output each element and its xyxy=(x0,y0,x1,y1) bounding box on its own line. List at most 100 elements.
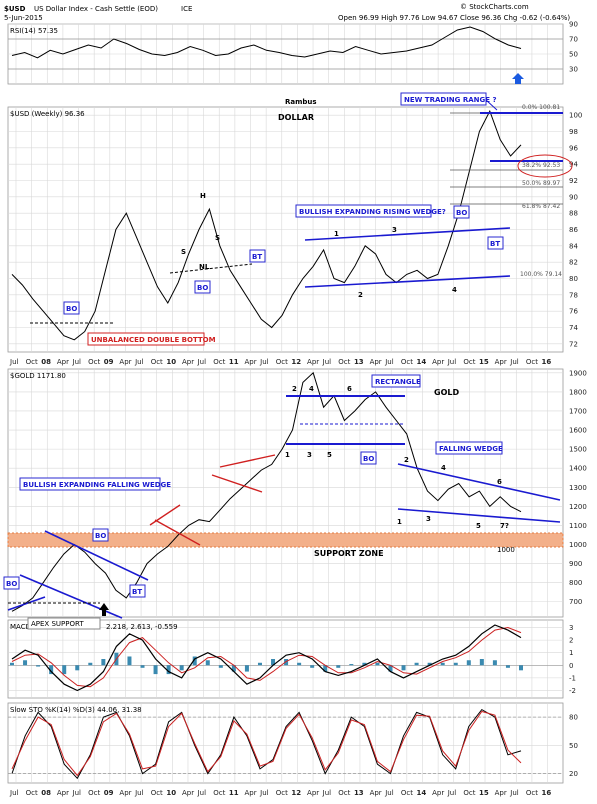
macd-hist-bar xyxy=(479,659,484,666)
macd-hist-bar xyxy=(271,659,276,666)
y-tick-label: 78 xyxy=(569,291,578,299)
hs-head: H xyxy=(200,192,206,200)
x-tick-label: Oct xyxy=(88,358,100,366)
x-tick-label: 09 xyxy=(104,789,114,797)
macd-hist-bar xyxy=(349,664,354,666)
macd-hist-bar xyxy=(140,665,145,668)
fw-point-6: 6 xyxy=(497,478,502,486)
gold-title: $GOLD 1171.80 xyxy=(10,372,66,380)
y-tick-label: 1200 xyxy=(569,503,587,511)
sto-panel xyxy=(7,702,564,784)
dollar-wedge-top xyxy=(304,227,511,241)
y-tick-label: 80 xyxy=(569,275,578,283)
x-tick-label: Apr xyxy=(57,358,69,366)
y-tick-label: 94 xyxy=(569,161,578,169)
x-tick-label: 16 xyxy=(542,789,552,797)
y-tick-label: 92 xyxy=(569,177,578,185)
fw-point-4: 4 xyxy=(441,464,446,472)
rsi-up-arrow-icon xyxy=(512,73,524,84)
x-tick-label: Oct xyxy=(213,358,225,366)
falling-wedge-box xyxy=(435,441,503,455)
macd-hist-bar xyxy=(10,662,14,666)
hs-bt-label: BT xyxy=(252,253,262,261)
x-tick-label: Apr xyxy=(495,789,507,797)
x-tick-label: Jul xyxy=(72,789,82,797)
usd-price-line xyxy=(11,109,522,341)
y-tick-label: 3 xyxy=(569,624,573,632)
y-tick-label: 50 xyxy=(569,51,578,59)
x-tick-label: Apr xyxy=(432,789,444,797)
y-tick-label: 0 xyxy=(569,662,573,670)
x-tick-label: 11 xyxy=(229,358,239,366)
macd-hist-bar xyxy=(231,665,236,672)
x-tick-label: Apr xyxy=(182,358,194,366)
macd-hist-bar xyxy=(192,656,197,666)
dollar-point-3: 3 xyxy=(392,226,397,234)
x-tick-label: Oct xyxy=(526,358,538,366)
x-tick-label: Apr xyxy=(307,358,319,366)
x-tick-label: Oct xyxy=(88,789,100,797)
x-tick-label: Apr xyxy=(370,358,382,366)
y-tick-label: 1 xyxy=(569,649,573,657)
x-tick-label: 14 xyxy=(416,358,426,366)
x-tick-label: Jul xyxy=(322,358,332,366)
thousand-label: 1000 xyxy=(497,546,515,554)
fw-point-3: 3 xyxy=(426,515,431,523)
rectangle-box xyxy=(371,374,421,388)
macd-hist-bar xyxy=(453,662,458,666)
grid-lines xyxy=(8,23,563,783)
y-tick-label: 90 xyxy=(569,193,578,201)
macd-hist-bar xyxy=(75,665,80,671)
macd-title: MACD xyxy=(10,623,31,631)
fw-point-5: 5 xyxy=(476,522,481,530)
falling-wedge-bottom xyxy=(397,508,561,523)
x-tick-label: Oct xyxy=(338,789,350,797)
gold-bo-mid-label: BO xyxy=(95,532,106,540)
x-tick-label: Jul xyxy=(509,358,519,366)
macd-hist-bar xyxy=(440,662,445,666)
x-tick-label: 13 xyxy=(354,358,364,366)
rsi-line xyxy=(11,26,522,59)
macd-hist-bar xyxy=(401,665,406,671)
macd-hist-bar xyxy=(153,665,158,675)
rectangle-label: RECTANGLE xyxy=(375,378,421,386)
y-tick-label: 82 xyxy=(569,259,578,267)
y-tick-label: 76 xyxy=(569,308,578,316)
y-tick-label: 1800 xyxy=(569,388,587,396)
y-tick-label: -2 xyxy=(569,687,576,695)
rect-point-3: 3 xyxy=(307,451,312,459)
y-tick-label: 1000 xyxy=(569,541,587,549)
y-tick-label: 86 xyxy=(569,226,578,234)
x-tick-label: Oct xyxy=(151,358,163,366)
exchange: ICE xyxy=(181,5,192,13)
macd-hist-bar xyxy=(323,665,328,672)
x-tick-label: Oct xyxy=(338,358,350,366)
apex-up-arrow-icon xyxy=(99,603,109,616)
y-tick-label: 84 xyxy=(569,242,578,250)
y-tick-label: 88 xyxy=(569,210,578,218)
quote-line: Open 96.99 High 97.76 Low 94.67 Close 96… xyxy=(338,14,570,22)
x-tick-label: Jul xyxy=(447,789,457,797)
falling-wedge-top xyxy=(397,463,561,501)
y-tick-label: 2 xyxy=(569,637,573,645)
sto-d-line xyxy=(11,710,522,777)
macd-hist-bar xyxy=(492,660,497,666)
x-tick-label: Apr xyxy=(119,789,131,797)
unbalanced-label: UNBALANCED DOUBLE BOTTOM xyxy=(91,336,216,344)
fib-100-label: 100.0% 79.14 xyxy=(520,271,562,278)
macd-hist-bar xyxy=(166,665,171,675)
fib-highlight-circle xyxy=(517,154,573,178)
unbalanced-box xyxy=(87,332,205,346)
y-tick-label: 1400 xyxy=(569,465,587,473)
macd-hist-bar xyxy=(23,660,28,666)
date-label: 5-Jun-2015 xyxy=(4,14,43,22)
bullish-falling-wedge-box xyxy=(19,477,161,491)
macd-hist-bar xyxy=(205,660,210,666)
y-tick-label: 1700 xyxy=(569,407,587,415)
hs-bt-box xyxy=(249,249,266,263)
support-zone-label: SUPPORT ZONE xyxy=(314,549,384,558)
red-line-4 xyxy=(219,454,276,468)
x-tick-label: Oct xyxy=(463,358,475,366)
macd-signal-line xyxy=(11,626,522,688)
apex-support-label: APEX SUPPORT xyxy=(31,620,84,628)
